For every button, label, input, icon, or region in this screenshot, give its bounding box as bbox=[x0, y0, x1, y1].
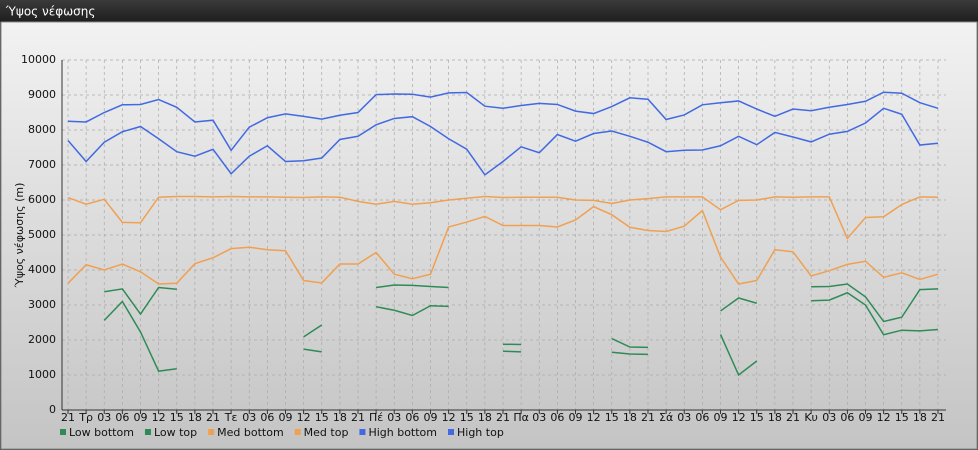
series-line bbox=[719, 334, 758, 377]
series-line bbox=[811, 291, 939, 336]
x-tick-label: 12 bbox=[587, 411, 601, 424]
series-line bbox=[611, 351, 649, 356]
series-line bbox=[303, 348, 322, 353]
y-tick-label: 5000 bbox=[28, 228, 56, 241]
series-line bbox=[376, 284, 449, 289]
y-tick-label: 1000 bbox=[28, 368, 56, 381]
x-tick-label: 21 bbox=[206, 411, 220, 424]
x-tick-label: 15 bbox=[460, 411, 474, 424]
window-title: Ύψος νέφωσης bbox=[5, 5, 95, 19]
x-tick-label: 15 bbox=[895, 411, 909, 424]
series-line bbox=[103, 300, 177, 372]
x-tick-label: 12 bbox=[442, 411, 456, 424]
x-tick-label: 09 bbox=[569, 411, 583, 424]
x-tick-label: 21 bbox=[496, 411, 510, 424]
legend-swatch bbox=[448, 429, 454, 435]
y-tick-label: 2000 bbox=[28, 333, 56, 346]
x-tick-label: 03 bbox=[822, 411, 836, 424]
series-line bbox=[67, 91, 939, 152]
series-line bbox=[375, 304, 449, 317]
legend-label: High top bbox=[457, 426, 504, 439]
x-tick-label: Τρ bbox=[78, 411, 93, 424]
y-tick-label: 9000 bbox=[28, 88, 56, 101]
series-line bbox=[67, 205, 939, 285]
x-tick-label: 03 bbox=[242, 411, 256, 424]
x-tick-label: 15 bbox=[750, 411, 764, 424]
series-line bbox=[720, 297, 757, 312]
x-tick-label: 12 bbox=[877, 411, 891, 424]
x-tick-label: Πέ bbox=[369, 411, 383, 424]
y-tick-label: 6000 bbox=[28, 193, 56, 206]
x-tick-label: 06 bbox=[115, 411, 129, 424]
y-tick-label: 0 bbox=[49, 403, 56, 416]
y-axis-label: Ύψος νέφωσης (m) bbox=[13, 183, 26, 289]
y-tick-label: 10000 bbox=[21, 53, 56, 66]
series-line bbox=[67, 107, 939, 176]
x-tick-label: 21 bbox=[931, 411, 945, 424]
x-tick-label: Πα bbox=[513, 411, 529, 424]
x-tick-label: 06 bbox=[695, 411, 709, 424]
x-tick-label: 18 bbox=[188, 411, 202, 424]
legend-swatch bbox=[359, 429, 366, 435]
x-tick-label: 18 bbox=[623, 411, 637, 424]
x-tick-label: 09 bbox=[714, 411, 728, 424]
x-tick-label: 21 bbox=[641, 411, 655, 424]
x-tick-label: 03 bbox=[387, 411, 401, 424]
x-tick-label: 06 bbox=[840, 411, 854, 424]
x-tick-label: 18 bbox=[913, 411, 927, 424]
y-tick-label: 4000 bbox=[28, 263, 56, 276]
series-line bbox=[104, 286, 177, 316]
legend-label: Low bottom bbox=[69, 426, 134, 439]
series-line bbox=[611, 337, 649, 349]
x-tick-label: 12 bbox=[297, 411, 311, 424]
legend-swatch bbox=[208, 429, 215, 435]
x-tick-label: 15 bbox=[605, 411, 619, 424]
y-tick-label: 3000 bbox=[28, 298, 56, 311]
x-tick-label: Τε bbox=[224, 411, 238, 424]
x-tick-label: 12 bbox=[152, 411, 166, 424]
plot-background bbox=[0, 21, 978, 450]
x-tick-label: 09 bbox=[859, 411, 873, 424]
x-tick-label: 06 bbox=[260, 411, 274, 424]
x-tick-label: 09 bbox=[424, 411, 438, 424]
x-tick-label: 06 bbox=[550, 411, 564, 424]
x-tick-label: 18 bbox=[478, 411, 492, 424]
title-bar bbox=[0, 0, 978, 22]
x-tick-label: 18 bbox=[333, 411, 347, 424]
y-tick-label: 8000 bbox=[28, 123, 56, 136]
legend-swatch bbox=[144, 429, 151, 435]
series-line bbox=[502, 350, 522, 353]
legend-swatch bbox=[294, 429, 301, 435]
x-tick-label: 21 bbox=[61, 411, 75, 424]
x-tick-label: 06 bbox=[405, 411, 419, 424]
series-line bbox=[303, 324, 323, 338]
legend-label: Low top bbox=[154, 426, 197, 439]
x-tick-label: 21 bbox=[786, 411, 800, 424]
legend-label: Med top bbox=[304, 426, 349, 439]
legend-label: High bottom bbox=[368, 426, 437, 439]
x-tick-label: 09 bbox=[279, 411, 293, 424]
x-tick-label: 15 bbox=[170, 411, 184, 424]
x-tick-label: 12 bbox=[732, 411, 746, 424]
y-tick-label: 7000 bbox=[28, 158, 56, 171]
x-tick-label: Σά bbox=[659, 411, 673, 424]
series-line bbox=[811, 283, 939, 323]
x-tick-label: 03 bbox=[532, 411, 546, 424]
x-tick-label: 09 bbox=[134, 411, 148, 424]
x-tick-label: 21 bbox=[351, 411, 365, 424]
x-tick-label: 15 bbox=[315, 411, 329, 424]
x-tick-label: 03 bbox=[97, 411, 111, 424]
x-tick-label: 03 bbox=[677, 411, 691, 424]
legend-swatch bbox=[60, 429, 66, 435]
x-tick-label: 18 bbox=[768, 411, 782, 424]
series-line bbox=[67, 195, 939, 240]
legend-label: Med bottom bbox=[217, 426, 284, 439]
x-tick-label: Κυ bbox=[804, 411, 818, 424]
